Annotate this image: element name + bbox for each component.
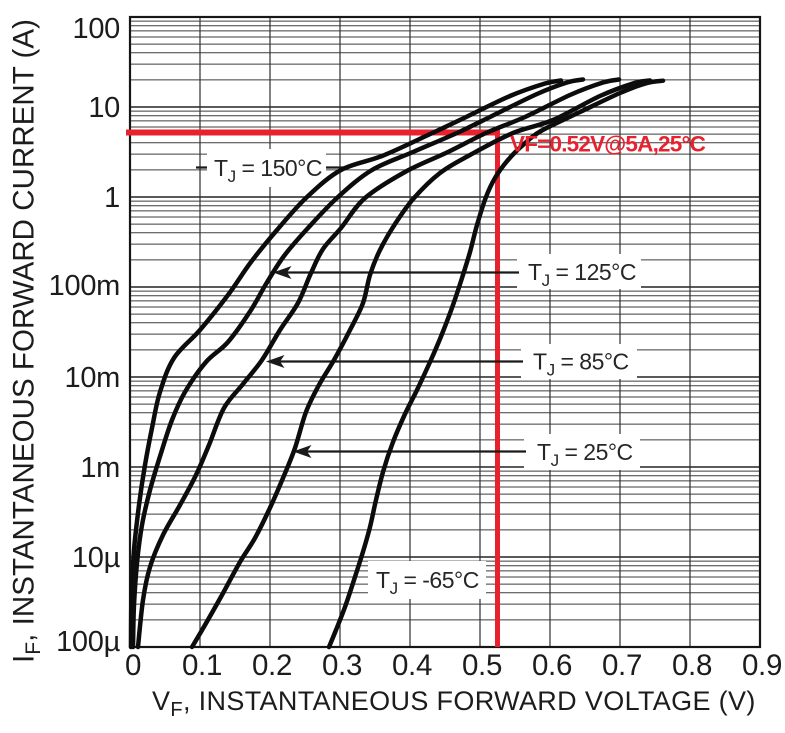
svg-text:0.1: 0.1 bbox=[182, 649, 222, 682]
svg-text:IF, INSTANTANEOUS FORWARD CURR: IF, INSTANTANEOUS FORWARD CURRENT (A) bbox=[8, 19, 46, 663]
svg-text:0.4: 0.4 bbox=[392, 649, 432, 682]
svg-text:TJ = 125°C: TJ = 125°C bbox=[528, 259, 636, 290]
svg-text:100m: 100m bbox=[49, 270, 120, 302]
svg-text:0.3: 0.3 bbox=[322, 649, 362, 682]
svg-text:0.8: 0.8 bbox=[672, 649, 712, 682]
svg-text:0.6: 0.6 bbox=[532, 649, 572, 682]
svg-text:100µ: 100µ bbox=[56, 626, 120, 658]
svg-text:0: 0 bbox=[125, 649, 141, 682]
svg-text:0.7: 0.7 bbox=[602, 649, 642, 682]
svg-text:TJ = 25°C: TJ = 25°C bbox=[537, 439, 633, 470]
svg-text:10m: 10m bbox=[64, 362, 120, 394]
svg-text:TJ = 150°C: TJ = 150°C bbox=[214, 155, 322, 186]
svg-text:10: 10 bbox=[88, 92, 120, 124]
svg-text:VF=0.52V@5A,25°C: VF=0.52V@5A,25°C bbox=[510, 132, 706, 157]
svg-text:0.9: 0.9 bbox=[742, 649, 782, 682]
svg-text:1m: 1m bbox=[80, 452, 120, 484]
svg-text:1: 1 bbox=[104, 182, 120, 214]
svg-text:10µ: 10µ bbox=[72, 542, 121, 574]
svg-text:VF, INSTANTANEOUS FORWARD VOLT: VF, INSTANTANEOUS FORWARD VOLTAGE (V) bbox=[152, 686, 756, 721]
svg-text:0.2: 0.2 bbox=[252, 649, 292, 682]
svg-text:100: 100 bbox=[73, 13, 121, 45]
svg-text:0.5: 0.5 bbox=[462, 649, 502, 682]
